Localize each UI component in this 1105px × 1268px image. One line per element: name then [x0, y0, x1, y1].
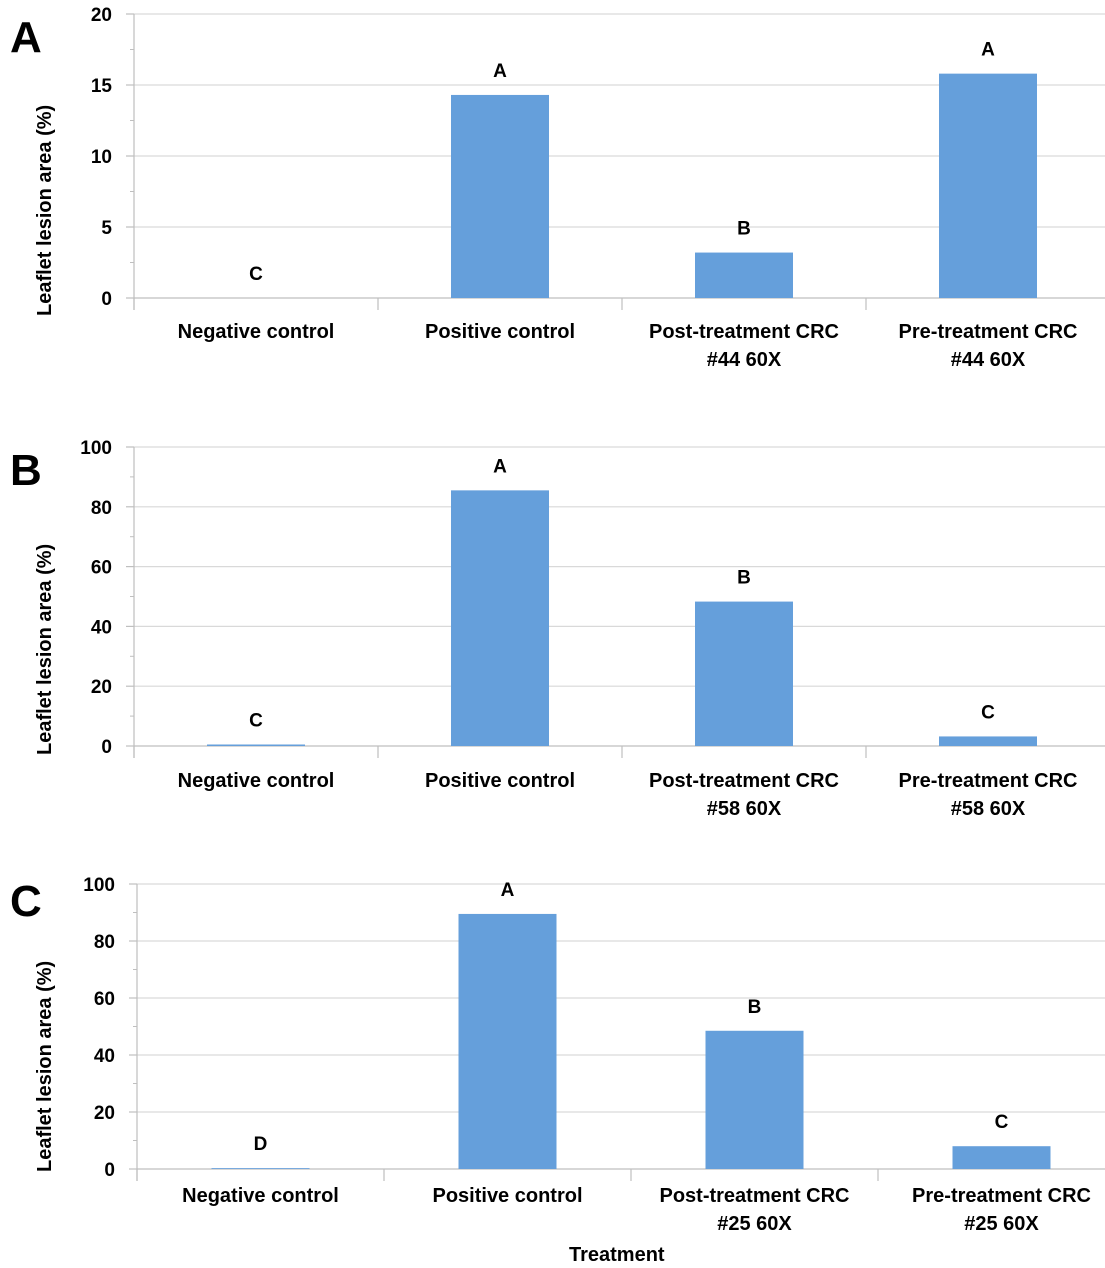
x-axis-label: Treatment [569, 1244, 665, 1266]
y-tick-label: 60 [91, 558, 112, 579]
bar [939, 736, 1037, 746]
significance-letter: D [254, 1134, 268, 1155]
significance-letter: A [493, 456, 507, 477]
panel-letter: A [10, 13, 42, 62]
x-tick-label: Negative control [182, 1185, 339, 1207]
x-tick-label: Positive control [432, 1185, 583, 1207]
x-tick-label: Negative control [177, 321, 335, 343]
x-tick-label: Pre-treatment CRC #44 60X [898, 321, 1078, 371]
x-tick-label: Post-treatment CRC #44 60X [648, 321, 840, 371]
y-tick-label: 15 [91, 76, 113, 97]
significance-letter: B [737, 219, 751, 240]
x-tick-label: Pre-treatment CRC #25 60X [912, 1185, 1091, 1235]
significance-letter: C [249, 264, 263, 285]
panel-letter: B [10, 446, 42, 495]
significance-letter: B [737, 568, 751, 589]
y-tick-label: 80 [91, 498, 112, 519]
y-tick-label: 60 [94, 989, 115, 1010]
bar [695, 252, 793, 298]
bar [939, 73, 1037, 298]
bar [451, 94, 549, 298]
x-tick-label: Pre-treatment CRC #58 60X [898, 770, 1078, 820]
x-tick-label: Positive control [424, 770, 576, 792]
bar [207, 744, 305, 746]
significance-letter: C [981, 702, 995, 723]
bar [211, 1168, 310, 1169]
bar-chart: 0 20 40 60 80 100 C A B C [80, 438, 1105, 758]
y-tick-label: 100 [83, 875, 115, 896]
bar [451, 490, 549, 746]
bar [952, 1146, 1051, 1169]
y-tick-label: 20 [94, 1103, 115, 1124]
y-tick-label: 10 [91, 147, 112, 168]
significance-letter: A [501, 880, 515, 901]
significance-letter: C [249, 711, 263, 732]
chart-panel-a: A Leaflet lesion area (%) 0 5 10 15 20 C A B A N… [0, 0, 1105, 400]
bar [458, 913, 557, 1169]
y-tick-label: 40 [94, 1046, 115, 1067]
x-tick-label: Positive control [424, 321, 576, 343]
bar [705, 1030, 804, 1169]
chart-panel-b: B Leaflet lesion area (%) 0 20 40 60 80 100 C A… [10, 438, 1105, 820]
panel-letter: C [10, 877, 42, 926]
y-tick-label: 0 [104, 1160, 115, 1181]
x-tick-label: Post-treatment CRC #58 60X [648, 770, 840, 820]
significance-letter: C [995, 1112, 1009, 1133]
y-tick-label: 20 [91, 5, 112, 26]
significance-letter: B [748, 997, 762, 1018]
y-tick-label: 0 [101, 289, 112, 310]
y-tick-label: 0 [101, 737, 112, 758]
y-tick-label: 100 [80, 438, 112, 459]
significance-letter: A [981, 40, 995, 61]
y-tick-label: 20 [91, 677, 112, 698]
y-tick-label: 40 [91, 617, 112, 638]
significance-letter: A [493, 61, 507, 82]
x-tick-label: Negative control [177, 770, 335, 792]
y-tick-label: 5 [101, 218, 112, 239]
bar-chart: 0 5 10 15 20 C A B A [91, 5, 1105, 310]
x-tick-label: Post-treatment CRC #25 60X [659, 1185, 850, 1235]
bar [695, 601, 793, 746]
y-tick-label: 80 [94, 932, 115, 953]
